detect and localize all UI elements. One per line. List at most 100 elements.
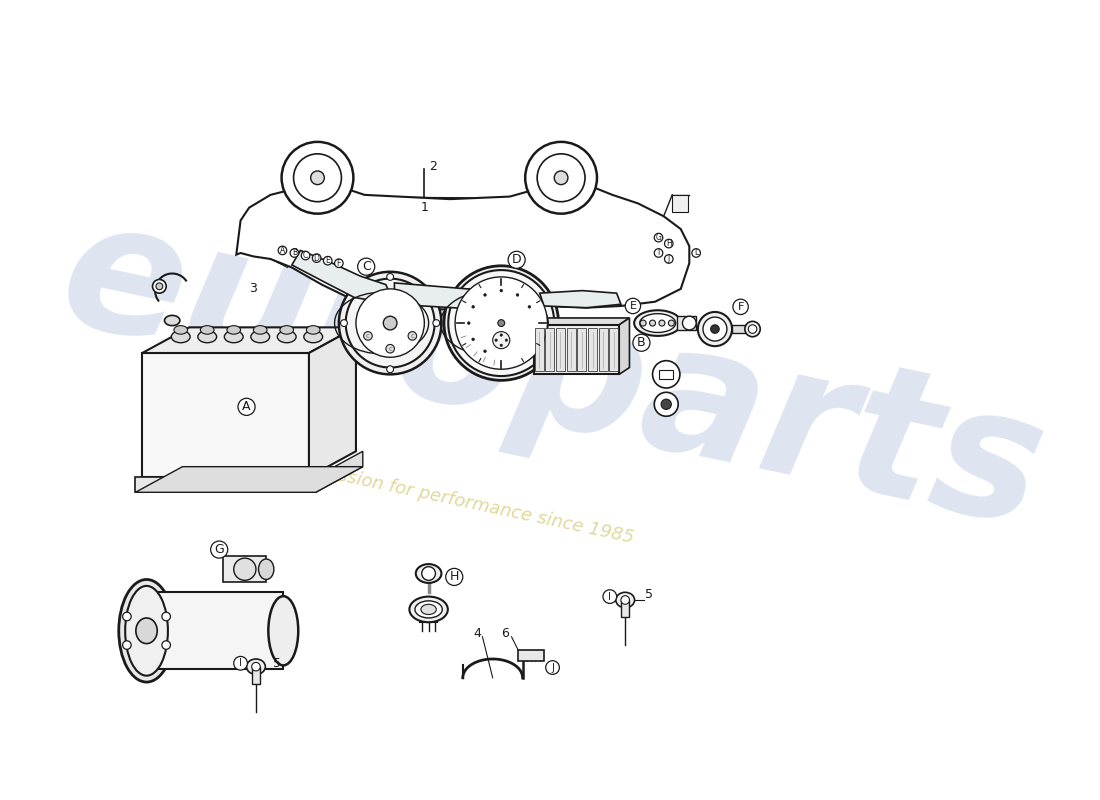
Circle shape <box>484 350 486 353</box>
Bar <box>609 328 618 371</box>
Circle shape <box>358 258 375 275</box>
Text: I: I <box>608 591 612 602</box>
Ellipse shape <box>616 592 635 608</box>
Circle shape <box>468 322 470 324</box>
Text: D: D <box>512 254 521 266</box>
Circle shape <box>455 277 548 370</box>
Text: B: B <box>292 249 297 258</box>
Circle shape <box>682 316 696 330</box>
Circle shape <box>339 272 441 374</box>
Circle shape <box>444 266 559 380</box>
Text: 3: 3 <box>250 282 257 295</box>
Bar <box>578 328 586 371</box>
Bar <box>732 325 747 334</box>
Circle shape <box>162 641 170 650</box>
Ellipse shape <box>277 330 296 342</box>
Text: 5: 5 <box>645 587 653 601</box>
Circle shape <box>341 320 348 326</box>
Circle shape <box>500 344 503 346</box>
Ellipse shape <box>251 330 270 342</box>
Polygon shape <box>292 250 395 304</box>
Ellipse shape <box>635 310 681 336</box>
Ellipse shape <box>172 330 190 342</box>
Circle shape <box>697 312 732 346</box>
Circle shape <box>661 399 671 410</box>
Ellipse shape <box>304 330 322 342</box>
Circle shape <box>294 154 341 202</box>
Circle shape <box>692 249 701 258</box>
Ellipse shape <box>279 326 294 334</box>
Polygon shape <box>236 186 690 310</box>
Text: D: D <box>314 254 320 262</box>
Text: H: H <box>450 570 459 583</box>
Circle shape <box>449 270 554 376</box>
Circle shape <box>310 171 324 185</box>
Circle shape <box>505 339 508 342</box>
Circle shape <box>301 251 310 260</box>
Circle shape <box>654 249 663 258</box>
Circle shape <box>748 325 757 334</box>
Bar <box>678 316 696 330</box>
Ellipse shape <box>416 564 441 583</box>
Text: C: C <box>302 251 308 260</box>
Text: I: I <box>658 249 660 258</box>
Ellipse shape <box>415 601 442 618</box>
Ellipse shape <box>227 326 241 334</box>
Ellipse shape <box>165 315 180 326</box>
Polygon shape <box>534 325 619 374</box>
Text: G: G <box>656 233 661 242</box>
Circle shape <box>654 234 663 242</box>
Circle shape <box>500 334 503 336</box>
Circle shape <box>345 278 434 367</box>
Polygon shape <box>135 466 363 492</box>
Circle shape <box>664 239 673 248</box>
Circle shape <box>472 338 474 341</box>
Circle shape <box>290 249 299 258</box>
Circle shape <box>537 154 585 202</box>
Text: E: E <box>326 256 330 265</box>
Text: 1: 1 <box>420 201 428 214</box>
Circle shape <box>153 279 166 293</box>
Text: 4: 4 <box>473 627 482 640</box>
Circle shape <box>484 294 486 296</box>
Circle shape <box>433 320 440 326</box>
Bar <box>535 328 543 371</box>
Text: G: G <box>214 543 224 556</box>
Text: B: B <box>637 336 646 350</box>
Circle shape <box>364 332 372 340</box>
Ellipse shape <box>198 330 217 342</box>
Circle shape <box>472 306 474 308</box>
Circle shape <box>387 274 394 280</box>
Text: H: H <box>666 239 672 248</box>
Circle shape <box>495 339 497 342</box>
Text: J: J <box>551 662 554 673</box>
Circle shape <box>238 398 255 415</box>
Circle shape <box>383 316 397 330</box>
Circle shape <box>334 259 343 267</box>
Circle shape <box>122 641 131 650</box>
Circle shape <box>528 306 530 308</box>
Ellipse shape <box>307 326 320 334</box>
Polygon shape <box>540 290 620 308</box>
Circle shape <box>669 320 674 326</box>
Circle shape <box>508 251 525 268</box>
Circle shape <box>664 254 673 263</box>
Polygon shape <box>619 318 629 374</box>
Text: 5: 5 <box>273 657 282 670</box>
Circle shape <box>516 294 519 296</box>
Circle shape <box>632 334 650 351</box>
Circle shape <box>625 298 640 314</box>
Circle shape <box>210 541 228 558</box>
Bar <box>659 370 673 378</box>
Polygon shape <box>146 592 284 670</box>
Polygon shape <box>309 327 356 477</box>
Text: a passion for performance since 1985: a passion for performance since 1985 <box>298 458 636 547</box>
Bar <box>546 328 554 371</box>
Text: c: c <box>366 333 370 339</box>
Circle shape <box>525 142 597 214</box>
Text: I: I <box>239 658 242 668</box>
Circle shape <box>703 317 727 341</box>
Ellipse shape <box>268 596 298 666</box>
Circle shape <box>356 289 425 358</box>
Circle shape <box>386 345 395 353</box>
